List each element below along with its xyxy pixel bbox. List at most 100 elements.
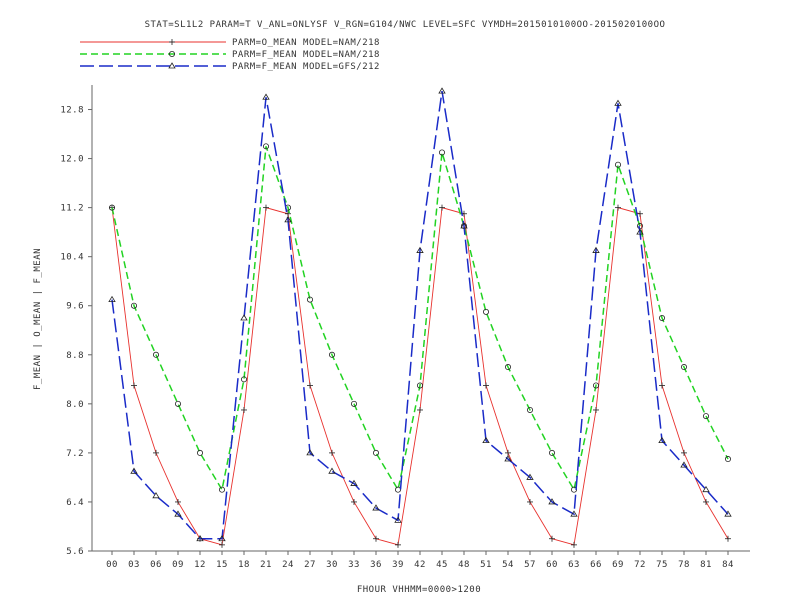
y-tick-label: 12.8: [60, 106, 84, 116]
data-point: [637, 210, 643, 217]
y-tick-label: 10.4: [60, 253, 84, 263]
x-tick-label: 15: [216, 560, 228, 570]
data-point: [263, 204, 269, 211]
x-tick-label: 30: [326, 560, 338, 570]
chart-title: STAT=SL1L2 PARAM=T V_ANL=ONLYSF V_RGN=G1…: [145, 20, 666, 30]
data-point: [372, 504, 380, 511]
data-point: [460, 222, 468, 229]
legend-marker: [169, 39, 175, 45]
x-tick-label: 69: [612, 560, 624, 570]
data-point: [483, 382, 489, 389]
data-point: [527, 498, 533, 505]
data-point: [703, 498, 709, 505]
x-tick-label: 42: [414, 560, 426, 570]
data-point: [329, 449, 335, 456]
y-tick-label: 12.0: [60, 155, 84, 165]
legend-marker: [168, 51, 175, 58]
data-point: [482, 308, 489, 315]
data-point: [439, 204, 445, 211]
data-point: [659, 382, 665, 389]
x-tick-label: 27: [304, 560, 316, 570]
data-point: [482, 436, 490, 444]
data-point: [549, 449, 556, 456]
data-point: [284, 216, 292, 223]
x-tick-label: 18: [238, 560, 250, 570]
data-point: [152, 351, 159, 358]
y-ticks: 5.6 6.4 7.2 8.0 8.8 9.6 10.4 11.2 12.0 12.8: [60, 106, 92, 557]
data-point: [416, 382, 423, 389]
data-point: [505, 449, 511, 456]
y-tick-label: 9.6: [66, 302, 84, 312]
data-point: [571, 541, 577, 548]
legend-marker: [168, 62, 176, 69]
legend-label: PARM=F_MEAN MODEL=GFS/212: [232, 62, 380, 72]
data-point: [130, 467, 138, 474]
data-point: [417, 406, 423, 413]
y-tick-label: 8.0: [66, 400, 84, 410]
data-point: [681, 364, 688, 371]
x-tick-label: 24: [282, 560, 294, 570]
data-point: [372, 449, 379, 456]
data-point: [615, 161, 622, 168]
data-point: [306, 449, 314, 456]
data-point: [416, 246, 424, 253]
data-point: [394, 516, 402, 523]
data-point: [593, 382, 600, 389]
data-point: [702, 485, 710, 493]
x-tick-label: 57: [524, 560, 536, 570]
x-tick-label: 06: [150, 560, 162, 570]
x-tick-label: 54: [502, 560, 514, 570]
data-point: [196, 534, 204, 542]
legend-item: PARM=F_MEAN MODEL=NAM/218: [80, 50, 380, 60]
data-point: [526, 473, 534, 480]
data-point: [395, 541, 401, 548]
data-point: [615, 204, 621, 211]
data-point: [196, 449, 203, 456]
series-3: [108, 87, 732, 542]
x-tick-label: 78: [678, 560, 690, 570]
data-point: [725, 535, 731, 542]
x-tick-label: 66: [590, 560, 602, 570]
data-point: [109, 204, 116, 211]
data-point: [504, 455, 512, 462]
data-point: [614, 99, 622, 106]
legend-label: PARM=F_MEAN MODEL=NAM/218: [232, 50, 380, 60]
series-line: [111, 91, 729, 540]
data-point: [527, 406, 534, 413]
data-point: [307, 382, 313, 389]
data-point: [240, 314, 248, 321]
data-point: [724, 510, 732, 517]
x-tick-label: 21: [260, 560, 272, 570]
data-point: [373, 535, 379, 542]
data-point: [218, 534, 226, 542]
data-point: [130, 302, 137, 309]
data-point: [131, 382, 137, 389]
data-point: [175, 498, 181, 505]
data-point: [174, 510, 182, 517]
data-point: [681, 449, 687, 456]
data-point: [593, 406, 599, 413]
data-point: [680, 461, 688, 468]
data-point: [549, 535, 555, 542]
x-tick-label: 12: [194, 560, 206, 570]
data-point: [636, 228, 644, 235]
x-tick-label: 09: [172, 560, 184, 570]
data-point: [394, 486, 401, 493]
data-point: [504, 364, 511, 371]
y-tick-label: 11.2: [60, 204, 84, 214]
data-point: [703, 413, 710, 420]
data-point: [306, 296, 313, 303]
data-point: [438, 149, 445, 156]
data-point: [241, 406, 247, 413]
data-point: [328, 351, 335, 358]
data-point: [438, 87, 446, 94]
x-tick-label: 72: [634, 560, 646, 570]
data-point: [240, 376, 247, 383]
data-point: [218, 486, 225, 493]
data-point: [219, 541, 225, 548]
data-point: [328, 467, 336, 474]
x-tick-label: 84: [722, 560, 734, 570]
y-tick-label: 6.4: [66, 498, 84, 508]
data-point: [659, 314, 666, 321]
